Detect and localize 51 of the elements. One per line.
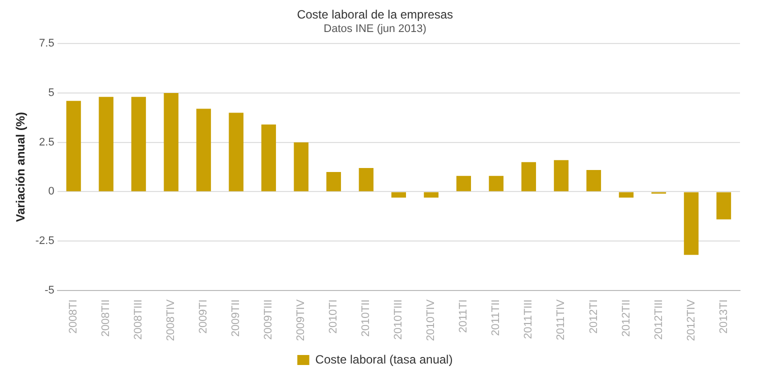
bar <box>131 96 146 192</box>
x-tick-label: 2011TIII <box>522 299 535 339</box>
x-tick-label: 2009TI <box>198 299 210 334</box>
y-tick-label: 2.5 <box>39 136 54 148</box>
bar <box>228 112 244 192</box>
x-tick-label: 2009TIV <box>295 298 308 342</box>
bar <box>66 100 81 192</box>
bar <box>391 192 406 198</box>
bar <box>326 172 341 192</box>
y-tick-label: 7.5 <box>39 38 54 50</box>
x-tick-label: 2010TIII <box>392 299 405 340</box>
x-tick-label: 2011TI <box>458 299 470 333</box>
bar <box>716 192 732 220</box>
y-tick-label: 0 <box>48 186 54 198</box>
x-tick-label: 2011TIV <box>555 298 568 340</box>
x-tick-label: 2011TII <box>490 299 502 336</box>
x-tick-label: 2009TIII <box>262 299 275 340</box>
x-tick-label: 2008TIII <box>132 299 145 340</box>
bar <box>521 162 536 192</box>
bar <box>358 168 374 192</box>
chart-subtitle: Datos INE (jun 2013) <box>324 23 426 36</box>
bar <box>424 192 438 198</box>
legend-label: Coste laboral (tasa anual) <box>315 352 453 366</box>
x-tick-label: 2010TII <box>360 299 372 337</box>
bar <box>261 124 276 192</box>
x-tick-label: 2008TII <box>100 299 112 337</box>
x-tick-label: 2008TI <box>68 299 80 334</box>
bar <box>586 170 602 192</box>
x-tick-label: 2012TIII <box>652 299 665 340</box>
bar <box>196 108 211 192</box>
x-tick-label: 2013TI <box>718 299 730 334</box>
x-tick-label: 2009TII <box>230 299 242 337</box>
bar <box>164 92 178 192</box>
x-tick-label: 2012TII <box>620 299 632 337</box>
bar <box>618 192 634 198</box>
x-tick-label: 2010TI <box>328 299 340 334</box>
x-tick-label: 2008TIV <box>165 298 178 342</box>
x-tick-label: 2012TIV <box>685 298 698 342</box>
y-tick-label: -5 <box>44 284 54 296</box>
bar <box>554 160 569 192</box>
y-tick-label: -2.5 <box>35 235 54 248</box>
x-tick-label: 2012TI <box>588 299 600 334</box>
y-tick-label: 5 <box>48 86 54 99</box>
chart-title: Coste laboral de la empresas <box>296 8 454 22</box>
bar <box>488 176 504 192</box>
bar <box>98 96 114 192</box>
y-axis-title: Variación anual (%) <box>14 112 28 222</box>
bar <box>294 142 308 192</box>
x-tick-label: 2010TIV <box>425 298 438 342</box>
bar <box>684 192 699 255</box>
bar <box>456 176 472 192</box>
